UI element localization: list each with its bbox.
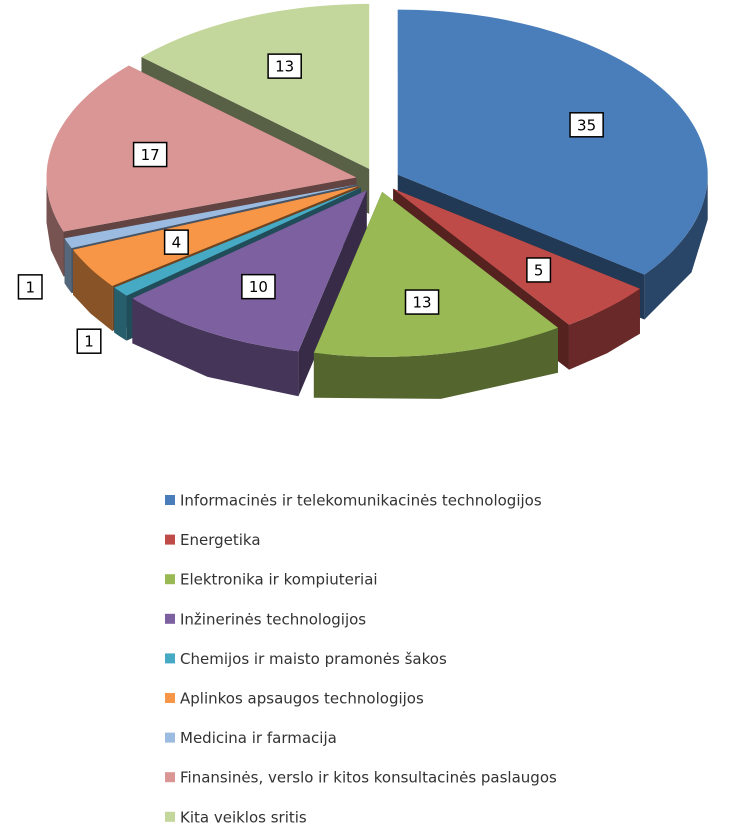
data-label-text: 5 — [534, 261, 544, 279]
slice — [393, 188, 640, 325]
data-label: 4 — [163, 229, 189, 255]
data-label-text: 10 — [249, 278, 268, 296]
data-label: 5 — [526, 257, 552, 283]
data-label-box — [526, 257, 552, 283]
data-label-box — [569, 112, 604, 138]
legend-label: Elektronika ir kompiuteriai — [180, 571, 378, 589]
data-label-box — [163, 229, 189, 255]
slice — [397, 9, 708, 275]
slice-outer-wall — [644, 174, 708, 320]
legend-label: Informacinės ir telekomunikacinės techno… — [180, 492, 542, 510]
data-label-text: 1 — [84, 333, 94, 351]
slice-outer-wall — [73, 249, 113, 331]
data-label-box — [76, 328, 102, 354]
legend-label: Medicina ir farmacija — [180, 729, 337, 747]
legend-swatch — [165, 613, 175, 624]
data-label: 1 — [17, 274, 43, 300]
slice-outer-wall — [64, 238, 72, 294]
data-label: 17 — [132, 141, 168, 168]
data-label: 10 — [241, 273, 276, 300]
legend-label: Finansinės, verslo ir kitos konsultacinė… — [180, 769, 557, 787]
legend-swatch — [165, 495, 175, 505]
legend-label: Energetika — [180, 531, 261, 549]
slice — [132, 190, 367, 352]
legend-label: Chemijos ir maisto pramonės šakos — [180, 650, 447, 668]
data-label-box — [404, 289, 440, 315]
slice-outer-wall — [569, 288, 640, 370]
data-label: 35 — [569, 112, 604, 138]
data-label-box — [267, 53, 302, 79]
legend-swatch — [165, 811, 175, 822]
slice-outer-wall — [313, 327, 558, 399]
slice-outer-wall — [46, 177, 64, 277]
legend-swatch — [165, 693, 175, 703]
slice — [73, 186, 359, 286]
data-label-text: 17 — [141, 146, 160, 164]
legend-label: Inžinerinės technologijos — [180, 610, 366, 628]
legend-swatch — [165, 653, 175, 664]
data-label-box — [241, 273, 276, 300]
legend-swatch — [165, 534, 175, 545]
legend-swatch — [165, 772, 175, 783]
data-label-text: 4 — [172, 234, 182, 252]
slice — [64, 184, 358, 249]
slice — [114, 187, 361, 296]
data-label: 1 — [76, 328, 102, 354]
legend-label: Kita veiklos sritis — [180, 808, 307, 825]
slice-outer-wall — [114, 287, 127, 341]
data-label-box — [132, 141, 168, 168]
legend-label: Aplinkos apsaugos technologijos — [180, 690, 424, 708]
data-label-text: 35 — [577, 116, 596, 134]
slice-outer-wall — [132, 298, 299, 397]
slice — [141, 3, 370, 169]
data-label-box — [17, 274, 43, 300]
data-label-text: 13 — [413, 294, 432, 312]
legend-swatch — [165, 574, 175, 585]
data-label-text: 13 — [275, 58, 294, 76]
slice — [313, 191, 558, 357]
data-label-text: 1 — [25, 278, 35, 296]
data-label: 13 — [404, 289, 440, 315]
data-label: 13 — [267, 53, 302, 79]
legend-swatch — [165, 732, 175, 743]
slice — [46, 65, 357, 232]
